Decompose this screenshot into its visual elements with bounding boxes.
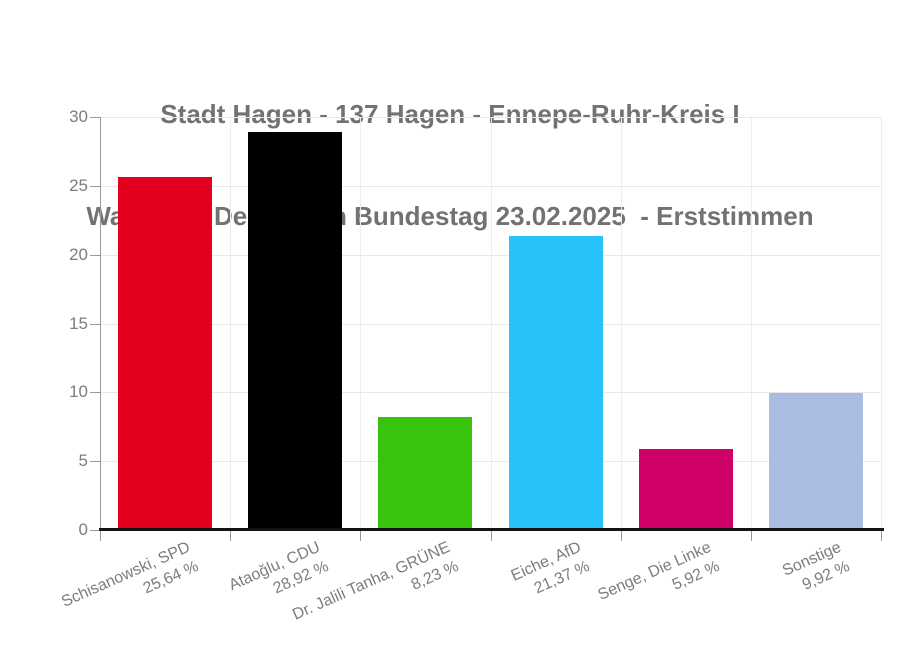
x-axis-tick (100, 530, 101, 541)
y-axis-tick-label: 10 (69, 382, 88, 402)
y-axis-tick (90, 254, 100, 256)
y-axis-tick (90, 530, 100, 531)
bar-eiche-afd[interactable] (508, 235, 603, 530)
bar-schisanowski-spd[interactable] (118, 177, 213, 530)
x-axis-tick (360, 530, 362, 541)
x-axis-tick (230, 530, 232, 541)
y-axis-tick (90, 323, 100, 325)
y-axis-tick-label: 5 (78, 451, 88, 471)
y-axis-tick (90, 392, 100, 394)
y-axis-line (100, 117, 101, 530)
x-gridline (881, 117, 882, 530)
bar-atao-lu-cdu[interactable] (248, 131, 343, 530)
y-axis-tick-label: 0 (78, 520, 88, 539)
x-gridline (750, 117, 752, 530)
y-axis-tick-label: 20 (69, 244, 88, 264)
x-axis-tick (881, 530, 882, 541)
y-axis-tick-label: 25 (69, 175, 88, 195)
bar-senge-die-linke[interactable] (638, 448, 733, 530)
x-gridline (490, 117, 492, 530)
y-axis-tick-label: 30 (69, 107, 88, 126)
bar-dr-jalili-tanha-gr-ne[interactable] (378, 416, 473, 530)
y-axis-tick (90, 185, 100, 187)
chart-title-line1: Stadt Hagen - 137 Hagen - Ennepe-Ruhr-Kr… (160, 99, 740, 129)
x-axis-tick (620, 530, 622, 541)
y-axis-tick-label: 15 (69, 313, 88, 333)
x-axis-tick (750, 530, 752, 541)
x-axis-baseline (99, 528, 884, 531)
y-axis-tick (90, 117, 100, 118)
x-gridline (360, 117, 362, 530)
x-gridline (620, 117, 622, 530)
x-gridline (230, 117, 232, 530)
y-axis-tick (90, 461, 100, 463)
bar-sonstige[interactable] (768, 393, 863, 530)
x-axis-tick (490, 530, 492, 541)
